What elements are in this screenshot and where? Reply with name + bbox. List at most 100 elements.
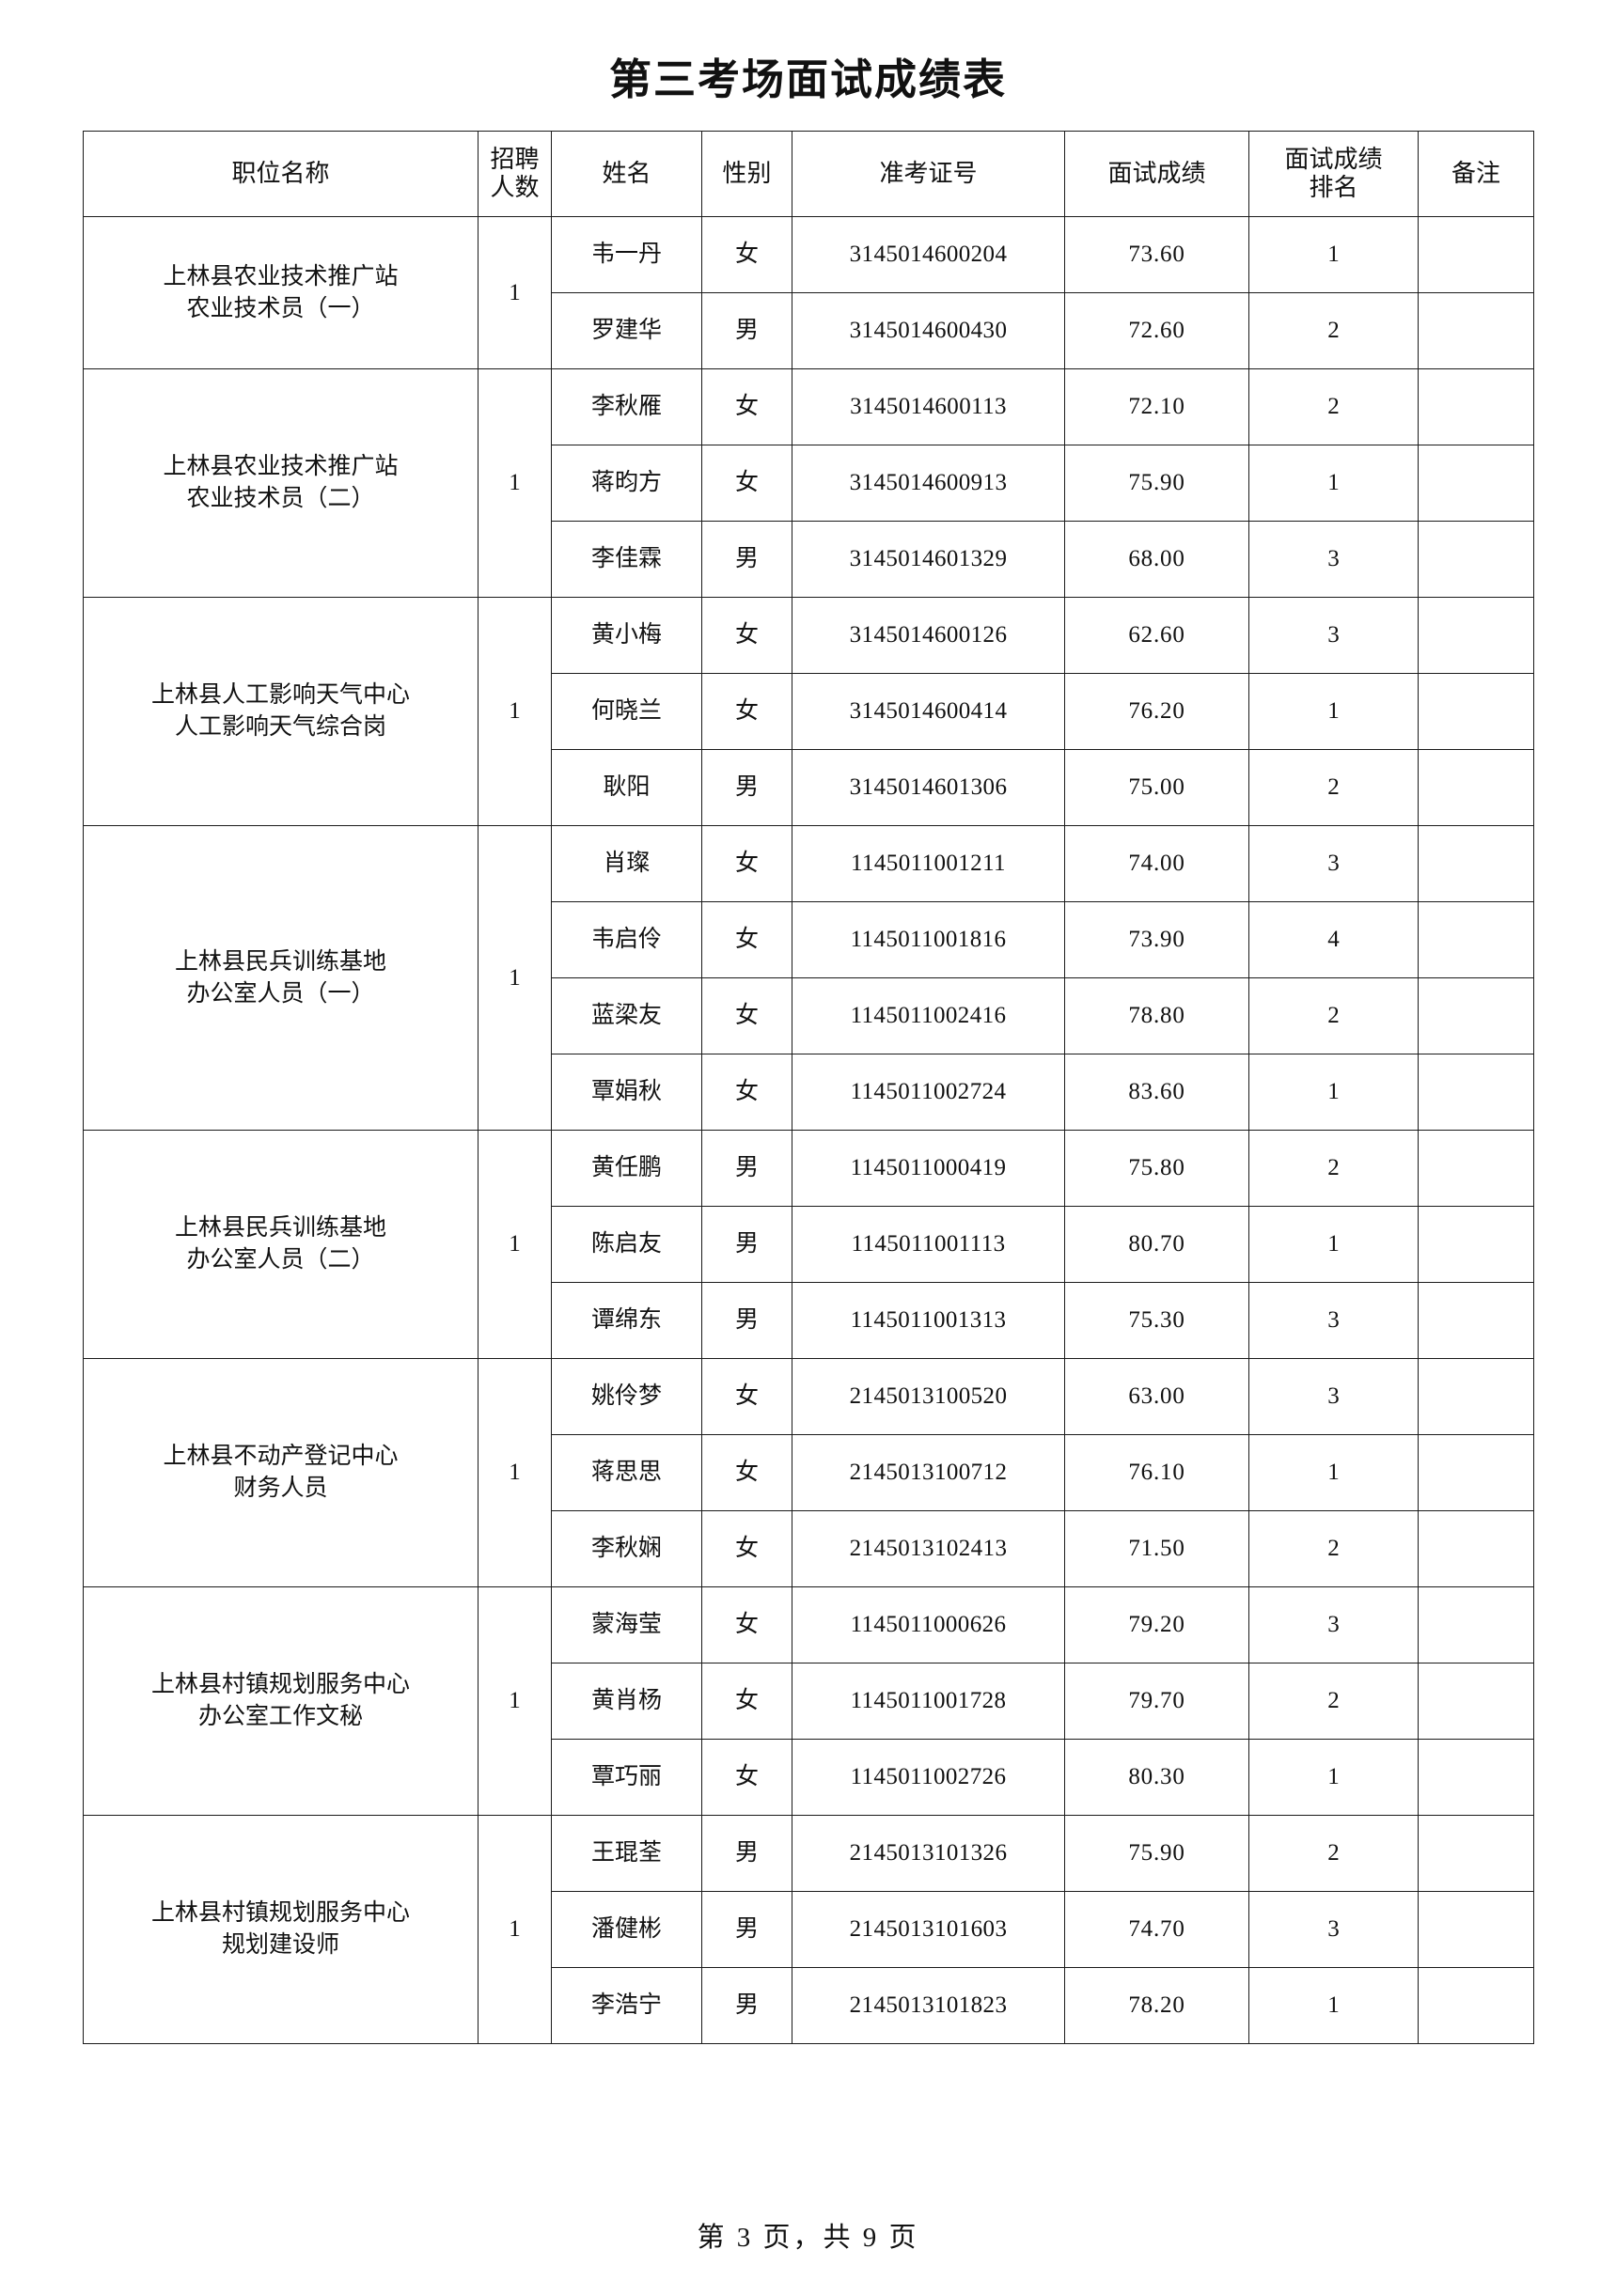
remark-cell xyxy=(1418,977,1534,1054)
interview-score-cell: 75.80 xyxy=(1064,1130,1249,1207)
interview-rank-cell: 3 xyxy=(1248,597,1419,674)
admission-ticket-cell: 2145013101326 xyxy=(792,1815,1065,1892)
position-name-line1: 上林县村镇规划服务中心 xyxy=(150,1900,410,1927)
candidate-name-cell: 李秋娴 xyxy=(551,1510,702,1587)
candidate-name-cell: 李浩宁 xyxy=(551,1967,702,2044)
remark-cell xyxy=(1418,1054,1534,1131)
admission-ticket-cell: 3145014600126 xyxy=(792,597,1065,674)
table-row: 上林县农业技术推广站 农业技术员（二） 1 李秋雁女 3145014600113 72.1… xyxy=(83,368,1534,598)
interview-score-cell: 79.70 xyxy=(1064,1663,1249,1740)
candidate-name-cell: 覃娟秋 xyxy=(551,1054,702,1131)
interview-rank-cell: 1 xyxy=(1248,1054,1419,1131)
interview-rank-cell: 1 xyxy=(1248,1739,1419,1816)
position-name-line1: 上林县村镇规划服务中心 xyxy=(150,1672,410,1698)
recruit-count-cell: 1 xyxy=(478,368,552,598)
position-name-line2: 农业技术员（二） xyxy=(186,486,375,511)
remark-cell xyxy=(1418,673,1534,750)
admission-ticket-cell: 1145011001113 xyxy=(792,1206,1065,1283)
candidate-gender-cell: 女 xyxy=(701,1739,792,1816)
remark-cell xyxy=(1418,1358,1534,1435)
candidate-gender-cell: 女 xyxy=(701,216,792,293)
interview-score-cell: 63.00 xyxy=(1064,1358,1249,1435)
interview-rank-cell: 1 xyxy=(1248,1434,1419,1511)
column-header-score: 面试成绩 xyxy=(1064,131,1249,217)
candidate-name-cell: 耿阳 xyxy=(551,749,702,826)
table-body: 上林县农业技术推广站 农业技术员（一） 1 韦一丹女 3145014600204 73.6… xyxy=(83,216,1534,2044)
position-name-cell: 上林县不动产登记中心 财务人员 xyxy=(83,1358,479,1587)
column-header-rank: 面试成绩 排名 xyxy=(1248,131,1419,217)
interview-rank-cell: 3 xyxy=(1248,521,1419,598)
table-row: 蓝梁友女 1145011002416 78.80 2 xyxy=(84,977,1534,1054)
table-row: 陈启友男 1145011001113 80.70 1 xyxy=(84,1206,1534,1283)
position-name-line2: 农业技术员（一） xyxy=(186,295,375,321)
remark-cell xyxy=(1418,1510,1534,1587)
position-name-cell: 上林县人工影响天气中心 人工影响天气综合岗 xyxy=(83,597,479,826)
table-row: 上林县人工影响天气中心 人工影响天气综合岗 1 黄小梅女 3145014600126 62… xyxy=(83,597,1534,826)
recruit-count-cell: 1 xyxy=(478,1586,552,1816)
candidate-name-cell: 黄肖杨 xyxy=(551,1663,702,1740)
candidate-name-cell: 何晓兰 xyxy=(551,673,702,750)
candidate-name-cell: 姚伶梦 xyxy=(551,1358,702,1435)
interview-rank-cell: 4 xyxy=(1248,901,1419,978)
remark-cell xyxy=(1418,445,1534,522)
interview-score-cell: 75.90 xyxy=(1064,1815,1249,1892)
interview-rank-cell: 1 xyxy=(1248,673,1419,750)
interview-rank-cell: 2 xyxy=(1248,1815,1419,1892)
table-row: 上林县村镇规划服务中心 规划建设师 1 王琨荃男 2145013101326 75.90 2 xyxy=(83,1815,1534,2044)
admission-ticket-cell: 1145011001728 xyxy=(792,1663,1065,1740)
admission-ticket-cell: 3145014601306 xyxy=(792,749,1065,826)
table-header-row: 职位名称 招聘 人数 姓名 性别 准考证号 面试成绩 面试成绩 排名 备注 xyxy=(83,131,1534,217)
candidate-gender-cell: 男 xyxy=(701,1967,792,2044)
candidate-gender-cell: 男 xyxy=(701,1282,792,1359)
interview-score-cell: 76.20 xyxy=(1064,673,1249,750)
candidate-gender-cell: 女 xyxy=(701,1054,792,1131)
admission-ticket-cell: 1145011001211 xyxy=(792,825,1065,902)
candidate-gender-cell: 女 xyxy=(701,1663,792,1740)
position-name-cell: 上林县村镇规划服务中心 办公室工作文秘 xyxy=(83,1586,479,1816)
candidate-name-cell: 蓝梁友 xyxy=(551,977,702,1054)
admission-ticket-cell: 3145014600204 xyxy=(792,216,1065,293)
admission-ticket-cell: 2145013101823 xyxy=(792,1967,1065,2044)
candidate-name-cell: 黄任鹏 xyxy=(551,1130,702,1207)
candidate-name-cell: 蒋思思 xyxy=(551,1434,702,1511)
remark-cell xyxy=(1418,597,1534,674)
admission-ticket-cell: 3145014600113 xyxy=(792,368,1065,445)
remark-cell xyxy=(1418,1663,1534,1740)
candidate-name-cell: 罗建华 xyxy=(551,292,702,369)
interview-rank-cell: 2 xyxy=(1248,1663,1419,1740)
candidate-name-cell: 李佳霖 xyxy=(551,521,702,598)
recruit-count-cell: 1 xyxy=(478,216,552,369)
recruit-count-cell: 1 xyxy=(478,1130,552,1359)
interview-score-cell: 73.90 xyxy=(1064,901,1249,978)
remark-cell xyxy=(1418,292,1534,369)
interview-rank-cell: 2 xyxy=(1248,749,1419,826)
remark-cell xyxy=(1418,1434,1534,1511)
position-name-line2: 人工影响天气综合岗 xyxy=(174,714,386,740)
candidate-gender-cell: 女 xyxy=(701,445,792,522)
position-name-cell: 上林县农业技术推广站 农业技术员（一） xyxy=(83,216,479,369)
candidate-name-cell: 李秋雁 xyxy=(551,368,702,445)
position-name-line2: 办公室工作文秘 xyxy=(197,1704,363,1729)
remark-cell xyxy=(1418,521,1534,598)
interview-score-cell: 78.80 xyxy=(1064,977,1249,1054)
position-name-line1: 上林县民兵训练基地 xyxy=(174,948,386,975)
page-footer: 第 3 页，共 9 页 xyxy=(697,2223,919,2253)
column-header-count: 招聘 人数 xyxy=(478,131,552,217)
interview-rank-cell: 2 xyxy=(1248,292,1419,369)
recruit-count-cell: 1 xyxy=(478,1358,552,1587)
table-row: 韦启伶女 1145011001816 73.90 4 xyxy=(84,901,1534,978)
table-row: 蒋思思女 2145013100712 76.10 1 xyxy=(84,1434,1534,1511)
candidate-name-cell: 谭绵东 xyxy=(551,1282,702,1359)
interview-rank-cell: 2 xyxy=(1248,977,1419,1054)
interview-score-cell: 78.20 xyxy=(1064,1967,1249,2044)
admission-ticket-cell: 3145014600430 xyxy=(792,292,1065,369)
page-title: 第三考场面试成绩表 xyxy=(608,56,1007,103)
admission-ticket-cell: 2145013100712 xyxy=(792,1434,1065,1511)
interview-rank-cell: 2 xyxy=(1248,1510,1419,1587)
candidate-gender-cell: 男 xyxy=(701,521,792,598)
interview-rank-cell: 3 xyxy=(1248,1586,1419,1663)
column-header-rank-line1: 面试成绩 xyxy=(1284,146,1383,174)
interview-rank-cell: 1 xyxy=(1248,445,1419,522)
interview-rank-cell: 1 xyxy=(1248,1206,1419,1283)
table-row: 李浩宁男 2145013101823 78.20 1 xyxy=(84,1967,1534,2044)
